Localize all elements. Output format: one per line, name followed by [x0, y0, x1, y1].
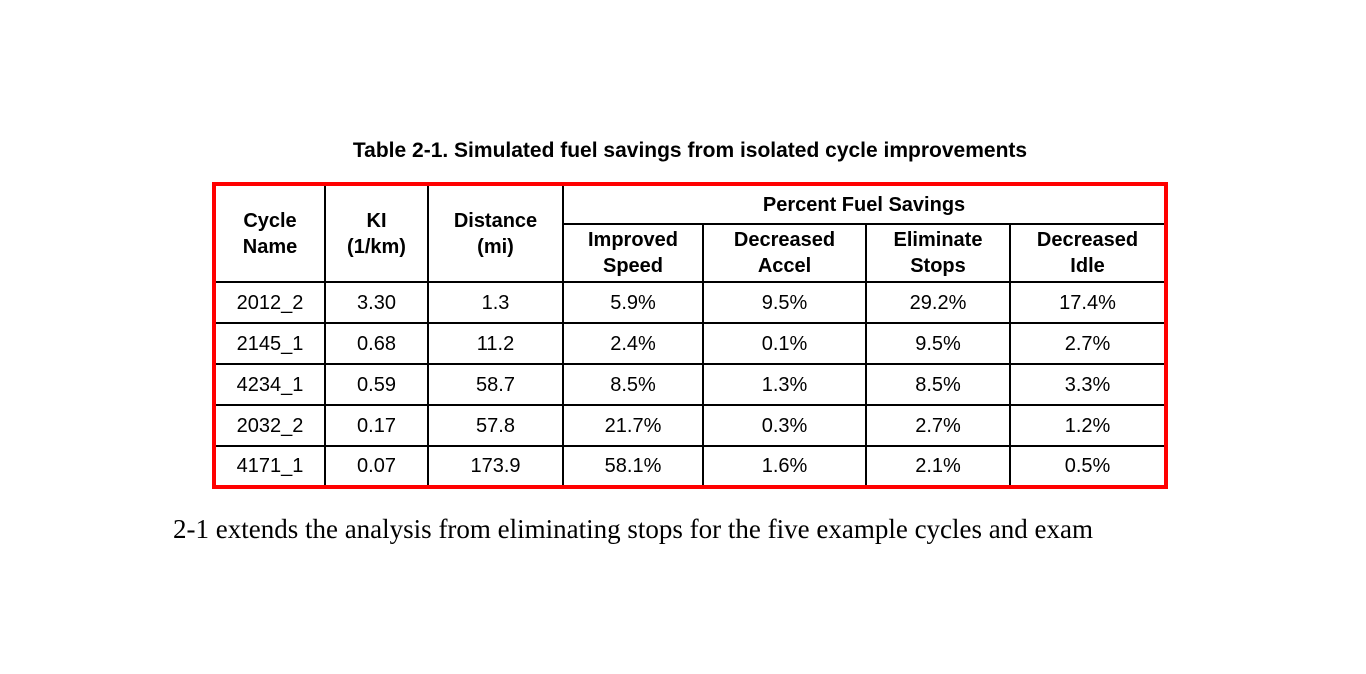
table-cell: 1.6%	[702, 445, 867, 488]
table-cell: 0.17	[324, 404, 429, 447]
table-cell: 57.8	[427, 404, 564, 447]
body-text: 2-1 extends the analysis from eliminatin…	[173, 514, 1093, 544]
table-cell: 3.30	[324, 281, 429, 324]
table-cell: 4234_1	[213, 363, 326, 406]
table-cell: 0.3%	[702, 404, 867, 447]
table-cell: 0.68	[324, 322, 429, 365]
table-header: Cycle Name KI (1/km) Distance (mi) Perce…	[213, 183, 1168, 283]
table-cell: 2032_2	[213, 404, 326, 447]
col-header-eliminate-stops: Eliminate Stops	[865, 223, 1011, 283]
table-cell: 8.5%	[562, 363, 704, 406]
table-cell: 1.3%	[702, 363, 867, 406]
col-header-decreased-accel: Decreased Accel	[702, 223, 867, 283]
table-cell: 2145_1	[213, 322, 326, 365]
table-cell: 2012_2	[213, 281, 326, 324]
table-cell: 0.07	[324, 445, 429, 488]
table-cell: 0.59	[324, 363, 429, 406]
table-body: 2012_2 3.30 1.3 5.9% 9.5% 29.2% 17.4% 2145_1 0.6…	[213, 281, 1168, 488]
table-cell: 0.5%	[1008, 445, 1168, 488]
table-cell: 58.7	[427, 363, 564, 406]
table-cell: 21.7%	[562, 404, 704, 447]
table-row: 2032_2 0.17 57.8 21.7% 0.3% 2.7% 1.2%	[213, 404, 1168, 447]
table-row: 2012_2 3.30 1.3 5.9% 9.5% 29.2% 17.4%	[213, 281, 1168, 324]
fuel-savings-table: Cycle Name KI (1/km) Distance (mi) Perce…	[212, 182, 1169, 489]
table-cell: 2.7%	[865, 404, 1011, 447]
col-header-ki: KI (1/km)	[324, 183, 429, 283]
table-cell: 8.5%	[865, 363, 1011, 406]
table-cell: 0.1%	[702, 322, 867, 365]
table-cell: 173.9	[427, 445, 564, 488]
table-cell: 11.2	[427, 322, 564, 365]
header-row-1: Cycle Name KI (1/km) Distance (mi) Perce…	[213, 183, 1168, 283]
table-cell: 9.5%	[702, 281, 867, 324]
col-header-decreased-idle: Decreased Idle	[1008, 223, 1168, 283]
table-cell: 2.7%	[1008, 322, 1168, 365]
table-cell: 29.2%	[865, 281, 1011, 324]
table-cell: 3.3%	[1008, 363, 1168, 406]
col-header-improved-speed: Improved Speed	[562, 223, 704, 283]
table-cell: 2.1%	[865, 445, 1011, 488]
table-row: 2145_1 0.68 11.2 2.4% 0.1% 9.5% 2.7%	[213, 322, 1168, 365]
table-cell: 5.9%	[562, 281, 704, 324]
header-row-2: Improved Speed Decreased Accel Eliminate…	[214, 223, 1168, 283]
col-group-header-percent-fuel-savings: Percent Fuel Savings	[561, 183, 1168, 225]
table-cell: 17.4%	[1008, 281, 1168, 324]
table-cell: 1.2%	[1008, 404, 1168, 447]
table-row: 4171_1 0.07 173.9 58.1% 1.6% 2.1% 0.5%	[213, 445, 1168, 488]
table-cell: 1.3	[427, 281, 564, 324]
table-cell: 58.1%	[562, 445, 704, 488]
table-cell: 4171_1	[213, 445, 326, 488]
col-header-distance: Distance (mi)	[427, 183, 564, 283]
table-caption: Table 2-1. Simulated fuel savings from i…	[352, 139, 1028, 162]
col-header-cycle-name: Cycle Name	[213, 183, 326, 283]
table-cell: 2.4%	[562, 322, 704, 365]
table-cell: 9.5%	[865, 322, 1011, 365]
table-row: 4234_1 0.59 58.7 8.5% 1.3% 8.5% 3.3%	[213, 363, 1168, 406]
